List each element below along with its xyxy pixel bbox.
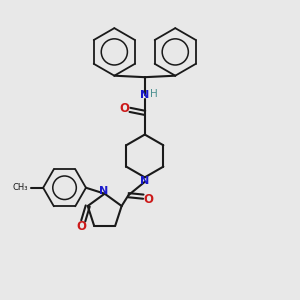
Text: N: N bbox=[100, 186, 109, 196]
Text: O: O bbox=[144, 193, 154, 206]
Text: N: N bbox=[140, 176, 149, 186]
Text: N: N bbox=[140, 90, 149, 100]
Text: O: O bbox=[120, 102, 130, 115]
Text: O: O bbox=[77, 220, 87, 233]
Text: CH₃: CH₃ bbox=[12, 183, 28, 192]
Text: H: H bbox=[150, 88, 158, 98]
